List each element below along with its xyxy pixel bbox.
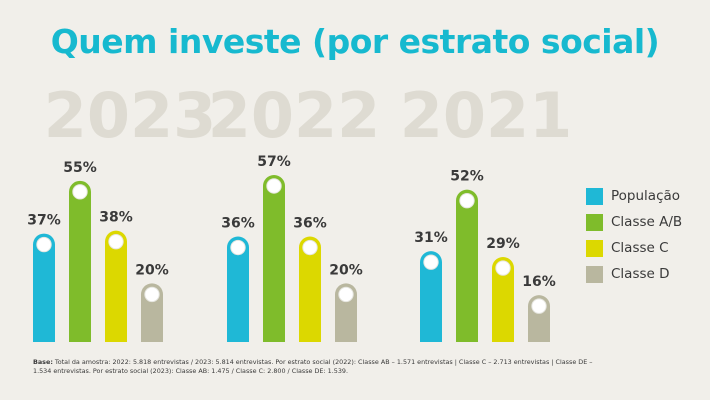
- bar-2022-1: [263, 174, 285, 342]
- bar-dot-2021-0: [423, 254, 439, 270]
- legend-label: Classe C: [611, 240, 669, 256]
- bar-2021-1: [456, 189, 478, 342]
- bar-dot-2022-1: [266, 178, 282, 194]
- legend-item-populacao: População: [586, 183, 682, 209]
- legend-swatch: [586, 213, 603, 231]
- legend-item-classe-d: Classe D: [586, 261, 682, 287]
- value-label-2022-3: 20%: [329, 262, 363, 278]
- bar-2023-0: [33, 233, 55, 342]
- value-label-2021-0: 31%: [414, 230, 448, 246]
- footnote-label: Base:: [33, 358, 53, 366]
- value-label-2021-2: 29%: [486, 236, 520, 252]
- bar-dot-2023-0: [36, 236, 52, 253]
- legend-label: Classe D: [611, 266, 670, 282]
- value-label-2023-3: 20%: [135, 262, 169, 278]
- legend: População Classe A/B Classe C Classe D: [586, 183, 682, 287]
- legend-label: População: [611, 188, 681, 204]
- year-label-2022: 2022: [208, 79, 381, 152]
- legend-item-classe-ab: Classe A/B: [586, 209, 682, 235]
- value-label-2022-0: 36%: [221, 216, 255, 232]
- footnote-text: Total da amostra: 2022: 5.818 entrevista…: [33, 358, 593, 375]
- legend-label: Classe A/B: [611, 214, 683, 230]
- bar-2021-2: [492, 257, 515, 342]
- bar-2022-2: [299, 236, 321, 342]
- value-label-2022-2: 36%: [293, 216, 327, 232]
- bar-dot-2022-3: [338, 286, 354, 303]
- bar-dot-2021-1: [459, 192, 475, 209]
- bar-2023-2: [105, 230, 127, 342]
- chart-title: Quem investe (por estrato social): [50, 22, 660, 61]
- legend-swatch: [586, 187, 603, 205]
- bar-dot-2023-2: [108, 233, 124, 250]
- footnote: Base: Total da amostra: 2022: 5.818 entr…: [33, 358, 593, 376]
- legend-swatch: [586, 265, 603, 283]
- bar-dot-2023-3: [144, 286, 160, 303]
- bar-2023-1: [69, 180, 92, 342]
- bar-dot-2021-3: [531, 298, 547, 314]
- value-label-2023-1: 55%: [63, 160, 97, 176]
- bar-2021-0: [420, 251, 442, 342]
- legend-item-classe-c: Classe C: [586, 235, 682, 261]
- bar-2022-0: [227, 236, 249, 342]
- legend-swatch: [586, 239, 603, 257]
- bar-dot-2022-0: [230, 239, 246, 256]
- value-label-2021-3: 16%: [522, 274, 556, 290]
- bar-dot-2021-2: [495, 260, 511, 276]
- value-label-2023-0: 37%: [27, 213, 61, 229]
- value-label-2021-1: 52%: [450, 169, 484, 185]
- year-label-2023: 2023: [44, 79, 217, 152]
- value-label-2022-1: 57%: [257, 154, 291, 170]
- bar-dot-2023-1: [72, 184, 88, 200]
- bar-dot-2022-2: [302, 239, 318, 256]
- value-label-2023-2: 38%: [99, 210, 133, 226]
- year-label-2021: 2021: [400, 79, 573, 152]
